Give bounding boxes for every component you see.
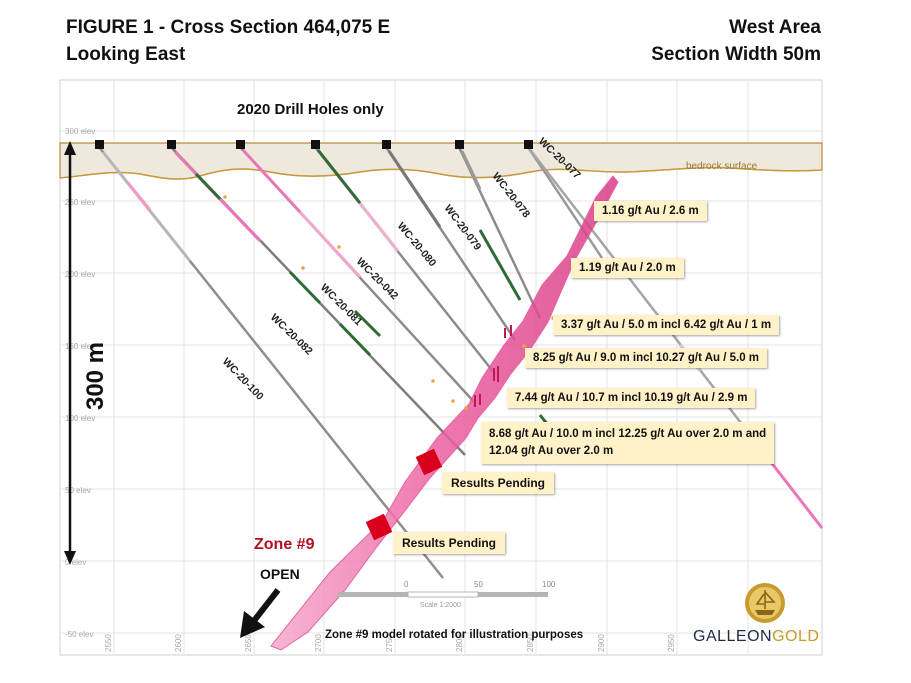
northing-label: 2900 (597, 634, 606, 652)
logo-word-1: GALLEON (693, 628, 773, 645)
zone-label: Zone #9 (254, 536, 315, 553)
high-grade-ticks (474, 325, 512, 407)
scale-tick: 50 (474, 580, 483, 589)
logo-word-2: GOLD (772, 628, 820, 645)
intercept-callout: 1.16 g/t Au / 2.6 m (594, 201, 707, 221)
footnote: Zone #9 model rotated for illustration p… (325, 629, 584, 641)
pending-marker (415, 448, 443, 476)
intercept-line: 8.68 g/t Au / 10.0 m incl 12.25 g/t Au o… (489, 428, 767, 440)
northing-label: 2750 (385, 634, 394, 652)
northing-label: 2700 (314, 634, 323, 652)
elev-label: 150 elev (65, 342, 95, 351)
intercept-line: 12.04 g/t Au over 2.0 m (489, 445, 614, 457)
northing-label: 2850 (526, 634, 535, 652)
scale-bar: 0 50 100 Scale 1:2000 (338, 580, 556, 609)
collar-marker (236, 140, 245, 149)
galleon-gold-logo-icon (745, 583, 785, 623)
section-width: Section Width 50m (651, 44, 821, 65)
intercept-callout: 3.37 g/t Au / 5.0 m incl 6.42 g/t Au / 1… (553, 315, 780, 335)
open-label: OPEN (260, 566, 300, 582)
drill-holes-caption: 2020 Drill Holes only (237, 101, 384, 118)
collar-marker (311, 140, 320, 149)
elev-label: 50 elev (65, 486, 91, 495)
intercept-callout-multiline: 8.68 g/t Au / 10.0 m incl 12.25 g/t Au o… (481, 422, 775, 464)
scale-label: Scale 1:2000 (420, 602, 461, 609)
pending-marker (365, 513, 393, 541)
company-logo-text: GALLEONGOLD (693, 628, 819, 646)
collar-markers (95, 140, 533, 149)
northing-label: 2600 (174, 634, 183, 652)
northing-label: 2650 (244, 634, 253, 652)
scale-tick: 0 (404, 580, 409, 589)
collar-marker (455, 140, 464, 149)
depth-scale-arrow (64, 141, 76, 565)
results-pending-label: Results Pending (393, 532, 506, 554)
elev-label: -50 elev (65, 630, 93, 639)
bedrock-surface-line (59, 166, 823, 180)
elevation-labels: 300 elev 250 elev 200 elev 150 elev 100 … (65, 127, 95, 639)
northing-label: 2950 (667, 634, 676, 652)
drill-trace-wc-20-078 (526, 146, 604, 259)
collar-marker (382, 140, 391, 149)
elev-label: 200 elev (65, 270, 95, 279)
intercept-callout: 8.25 g/t Au / 9.0 m incl 10.27 g/t Au / … (525, 348, 768, 368)
intercept-callout: 1.19 g/t Au / 2.0 m (571, 258, 684, 278)
title-line-2: Looking East (66, 44, 186, 65)
title-line-1: FIGURE 1 - Cross Section 464,075 E (66, 17, 391, 38)
intercept-callout: 7.44 g/t Au / 10.7 m incl 10.19 g/t Au /… (507, 388, 756, 408)
collar-marker (167, 140, 176, 149)
bedrock-surface-label: bedrock surface (686, 161, 758, 172)
area-name: West Area (729, 17, 821, 38)
figure-title: FIGURE 1 - Cross Section 464,075 E Looki… (66, 14, 390, 68)
minor-assay-marks (223, 195, 555, 410)
elev-label: 250 elev (65, 198, 95, 207)
results-pending-label: Results Pending (442, 472, 555, 494)
open-arrow (240, 588, 281, 638)
grid (60, 80, 822, 655)
northing-labels: 2550 2600 2650 2700 2750 2800 2850 2900 … (104, 634, 676, 652)
elev-label: 100 elev (65, 414, 95, 423)
collar-marker (524, 140, 533, 149)
figure-area-info: West Area Section Width 50m (651, 14, 821, 68)
scale-tick: 100 (542, 580, 556, 589)
northing-label: 2550 (104, 634, 113, 652)
depth-scale-label: 300 m (82, 341, 109, 411)
elev-label: 300 elev (65, 127, 95, 136)
elev-label: 0 elev (65, 558, 86, 567)
northing-label: 2800 (455, 634, 464, 652)
collar-marker (95, 140, 104, 149)
